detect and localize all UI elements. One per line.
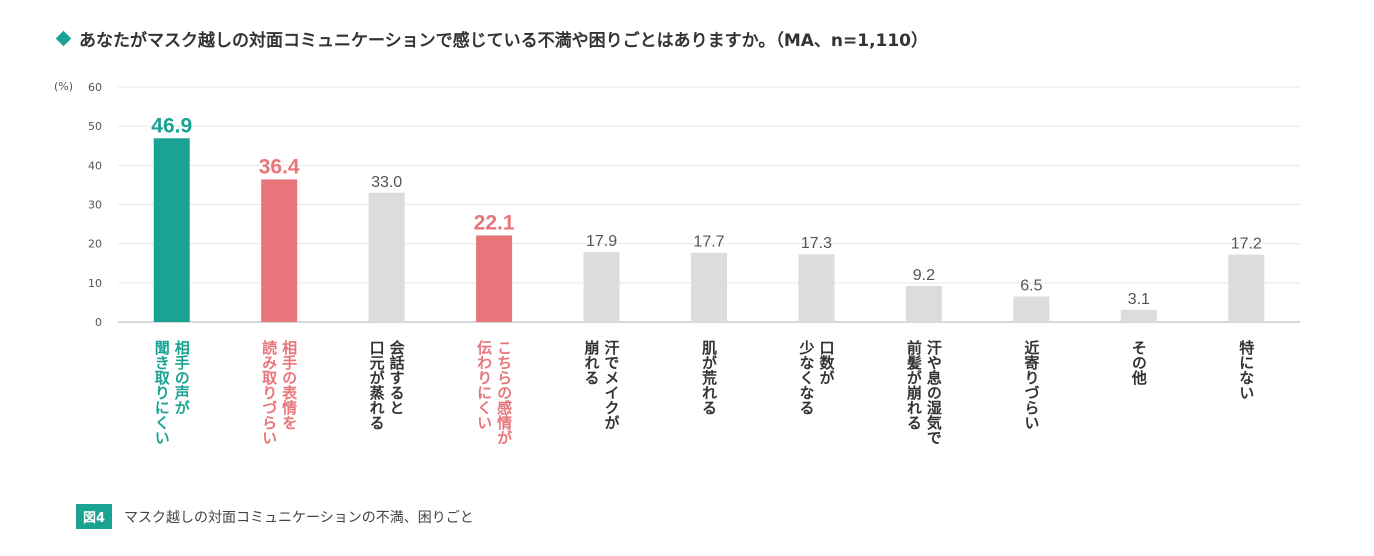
data-label: 22.1 bbox=[474, 211, 515, 234]
x-tick-label: 口数が bbox=[817, 340, 835, 385]
bar bbox=[1120, 309, 1157, 322]
x-tick-label: 相手の声が bbox=[173, 339, 191, 415]
y-tick-label: 20 bbox=[88, 238, 102, 251]
y-tick-label: 0 bbox=[95, 316, 102, 329]
bar bbox=[691, 252, 727, 322]
y-tick-label: 10 bbox=[88, 277, 102, 290]
x-tick-label: 汗でメイクが bbox=[603, 339, 621, 430]
x-tick-label: 聞き取りにくい bbox=[153, 340, 171, 445]
figure-caption-text: マスク越しの対面コミュニケーションの不満、困りごと bbox=[124, 509, 474, 526]
x-tick-label: 少なくなる bbox=[797, 339, 815, 415]
data-label: 17.3 bbox=[801, 235, 832, 252]
x-tick-label: 口元が蒸れる bbox=[368, 340, 386, 430]
x-tick-label: その他 bbox=[1130, 340, 1148, 386]
figure-number-badge: 図4 bbox=[76, 504, 113, 529]
data-label: 17.2 bbox=[1231, 236, 1262, 253]
x-tick-label: 読み取りづらい bbox=[260, 339, 278, 445]
data-label: 36.4 bbox=[259, 155, 300, 178]
chart-title: あなたがマスク越しの対面コミュニケーションで感じている不満や困りごとはありますか… bbox=[55, 26, 929, 51]
x-tick-label: 伝わりにくい bbox=[475, 339, 493, 430]
data-label: 6.5 bbox=[1020, 278, 1042, 295]
x-tick-label: 肌が荒れる bbox=[700, 340, 718, 415]
x-tick-label: 前髪が崩れる bbox=[905, 339, 923, 430]
bar bbox=[1013, 296, 1050, 322]
bar bbox=[1228, 254, 1265, 322]
y-tick-label: 50 bbox=[88, 120, 102, 133]
x-tick-label: 特にない bbox=[1237, 339, 1255, 400]
bar bbox=[476, 235, 513, 322]
data-label: 17.9 bbox=[586, 233, 617, 250]
y-tick-label: 60 bbox=[88, 81, 102, 94]
data-label: 46.9 bbox=[151, 114, 192, 137]
bar bbox=[153, 138, 190, 322]
bar bbox=[905, 285, 942, 322]
data-label: 9.2 bbox=[913, 267, 935, 284]
y-tick-label: 40 bbox=[88, 159, 102, 172]
x-tick-label: 近寄りづらい bbox=[1022, 339, 1040, 430]
x-tick-label: 汗や息の湿気で bbox=[925, 339, 943, 445]
y-axis-unit: (%) bbox=[54, 80, 74, 93]
bar bbox=[368, 192, 405, 322]
figure-caption: 図4 マスク越しの対面コミュニケーションの不満、困りごと bbox=[76, 504, 474, 529]
x-tick-label: こちらの感情が bbox=[495, 340, 513, 445]
data-label: 33.0 bbox=[371, 174, 402, 191]
x-tick-label: 相手の表情を bbox=[280, 339, 298, 430]
bar bbox=[261, 179, 298, 322]
chart-title-text: あなたがマスク越しの対面コミュニケーションで感じている不満や困りごとはありますか… bbox=[79, 31, 929, 51]
y-tick-label: 30 bbox=[88, 199, 102, 212]
bar bbox=[583, 251, 620, 322]
bar bbox=[798, 254, 835, 322]
data-label: 17.7 bbox=[693, 234, 724, 251]
data-label: 3.1 bbox=[1128, 291, 1150, 308]
x-tick-label: 会話すると bbox=[388, 339, 406, 415]
x-tick-label: 崩れる bbox=[583, 339, 601, 385]
